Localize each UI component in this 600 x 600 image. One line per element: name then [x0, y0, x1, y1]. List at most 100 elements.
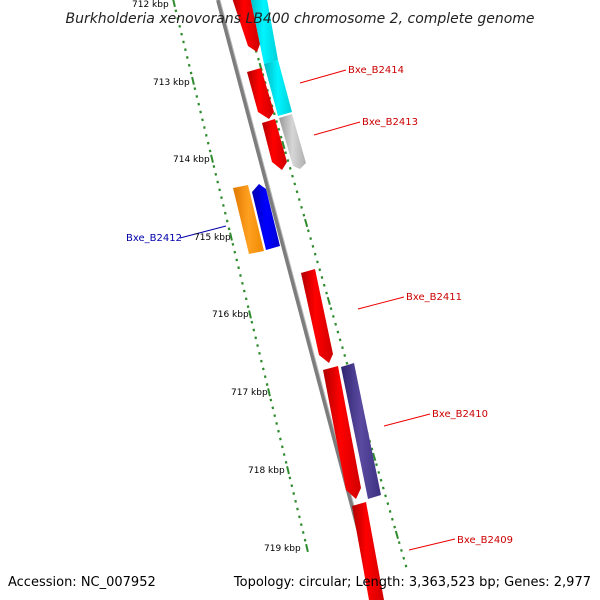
- right-track-minor-tick: [288, 166, 292, 170]
- right-track-minor-tick: [379, 478, 383, 482]
- right-track-minor-tick: [311, 244, 315, 248]
- left-track-minor-tick: [199, 110, 202, 114]
- gene-label-B2409[interactable]: Bxe_B2409: [457, 535, 513, 546]
- gene-arrow-red-6[interactable]: [352, 502, 384, 600]
- right-track-minor-tick: [400, 548, 403, 552]
- left-track-minor-tick: [222, 204, 225, 207]
- leader-line-B2413: [313, 121, 361, 136]
- gene-track: [231, 0, 384, 600]
- left-track-minor-tick: [290, 484, 294, 488]
- right-track-minor-tick: [306, 229, 310, 233]
- left-track-major-tick: [286, 466, 290, 475]
- left-track-minor-tick: [261, 367, 265, 371]
- gene-arrow-orange[interactable]: [233, 185, 264, 254]
- right-track-minor-tick: [377, 470, 381, 474]
- gene-label-B2412[interactable]: Bxe_B2412: [126, 233, 182, 244]
- gene-arrow-red-5[interactable]: [323, 366, 361, 499]
- left-track-minor-tick: [185, 56, 189, 59]
- gene-label-B2413[interactable]: Bxe_B2413: [362, 117, 418, 128]
- left-track-major-tick: [172, 0, 176, 8]
- left-track-minor-tick: [197, 102, 201, 106]
- right-track-minor-tick: [322, 283, 326, 287]
- right-track-minor-tick: [370, 447, 374, 451]
- right-track-minor-tick: [375, 463, 378, 467]
- gene-label-B2410[interactable]: Bxe_B2410: [432, 409, 488, 420]
- left-track-minor-tick: [271, 406, 275, 410]
- gene-arrow-gray[interactable]: [279, 114, 306, 169]
- right-track-minor-tick: [318, 268, 322, 272]
- right-track-minor-tick: [381, 486, 385, 490]
- right-track-major-tick: [372, 452, 377, 461]
- right-track-minor-tick: [272, 112, 276, 116]
- gene-arrow-blue[interactable]: [252, 184, 280, 250]
- kbp-label-712: 712 kbp: [132, 0, 169, 10]
- right-track-minor-tick: [404, 564, 408, 568]
- right-track-minor-tick: [384, 494, 387, 498]
- kbp-label-719: 719 kbp: [264, 544, 301, 554]
- right-track-minor-tick: [291, 174, 294, 178]
- left-track-minor-tick: [235, 258, 239, 262]
- gene-arrow-purple[interactable]: [341, 363, 381, 499]
- left-track-minor-tick: [275, 422, 278, 425]
- left-track-minor-tick: [284, 460, 288, 464]
- left-track-minor-tick: [265, 383, 269, 386]
- left-track-minor-tick: [256, 344, 259, 347]
- left-track-minor-tick: [254, 336, 258, 340]
- left-track-minor-tick: [303, 538, 307, 542]
- left-track-minor-tick: [301, 531, 305, 534]
- left-track-minor-tick: [237, 266, 240, 270]
- gene-arrow-red-4[interactable]: [301, 269, 333, 363]
- left-track-minor-tick: [184, 48, 187, 52]
- left-track-minor-tick: [180, 32, 183, 36]
- right-track-minor-tick: [293, 182, 297, 186]
- left-track-minor-tick: [269, 398, 273, 402]
- gene-label-B2411[interactable]: Bxe_B2411: [406, 292, 462, 303]
- kbp-label-717: 717 kbp: [231, 388, 268, 398]
- right-track-minor-tick: [329, 307, 333, 311]
- left-track-minor-tick: [277, 429, 280, 433]
- right-track-minor-tick: [331, 314, 335, 318]
- left-track-minor-tick: [273, 414, 277, 418]
- left-track-minor-tick: [250, 320, 254, 324]
- right-track-minor-tick: [257, 57, 260, 61]
- left-track-minor-tick: [220, 196, 223, 200]
- left-track-minor-tick: [258, 351, 261, 355]
- left-track-minor-tick: [294, 499, 297, 503]
- tick-track-left: [172, 0, 309, 553]
- right-track-minor-tick: [388, 510, 392, 513]
- gene-arrow-cyan-1[interactable]: [249, 0, 278, 64]
- left-track-minor-tick: [223, 211, 227, 215]
- right-track-minor-tick: [341, 346, 344, 350]
- left-track-minor-tick: [288, 476, 292, 480]
- left-track-minor-tick: [201, 118, 204, 122]
- left-track-minor-tick: [193, 87, 197, 91]
- kbp-label-715: 715 kbp: [194, 233, 231, 243]
- left-track-minor-tick: [182, 40, 185, 44]
- left-track-minor-tick: [189, 71, 193, 75]
- gene-arrow-red-3[interactable]: [262, 119, 287, 170]
- left-track-major-tick: [210, 154, 214, 163]
- left-track-minor-tick: [239, 274, 242, 277]
- leader-line-B2414: [299, 69, 347, 84]
- gene-arrow-red-1[interactable]: [231, 0, 260, 52]
- left-track-major-tick: [191, 76, 195, 85]
- right-track-minor-tick: [390, 517, 394, 521]
- right-track-major-tick: [281, 140, 286, 150]
- right-track-minor-tick: [386, 502, 390, 506]
- gene-arrow-cyan-2[interactable]: [264, 60, 292, 116]
- gene-label-B2414[interactable]: Bxe_B2414: [348, 65, 404, 76]
- right-track-minor-tick: [320, 276, 324, 279]
- kbp-label-716: 716 kbp: [212, 310, 249, 320]
- gene-arrow-red-2[interactable]: [247, 68, 274, 119]
- right-track-minor-tick: [275, 120, 278, 123]
- right-track-minor-tick: [300, 205, 303, 209]
- left-track-minor-tick: [231, 242, 235, 246]
- left-track-minor-tick: [252, 328, 256, 332]
- leader-line-B2411: [357, 296, 405, 310]
- left-track-minor-tick: [227, 227, 231, 231]
- left-track-minor-tick: [216, 180, 220, 184]
- right-track-minor-tick: [338, 338, 342, 342]
- left-track-minor-tick: [225, 219, 229, 223]
